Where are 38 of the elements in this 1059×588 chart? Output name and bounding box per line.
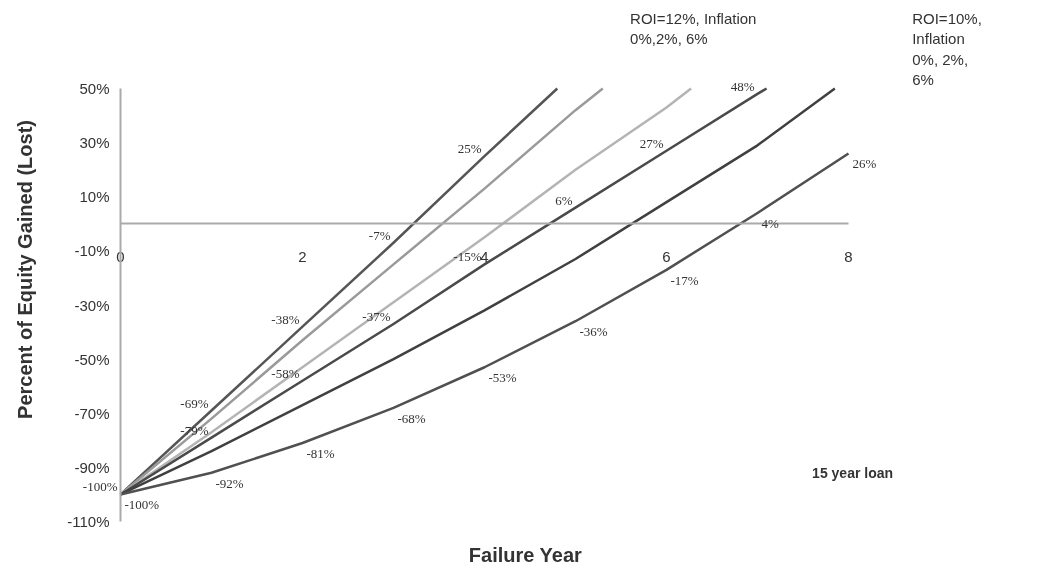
data-label: 48% [730, 78, 755, 94]
x-axis-title: Failure Year [468, 543, 583, 566]
annotation: 15 year loan [812, 464, 894, 481]
y-axis-title: Percent of Equity Gained (Lost) [13, 120, 36, 419]
y-tick-label: 50% [79, 80, 110, 97]
text: ROI=10%, Inflation 0%, 2%, 6% [912, 10, 982, 89]
data-label: -68% [397, 410, 426, 426]
y-tick-label: 10% [79, 188, 110, 206]
y-tick-label: -110% [67, 513, 110, 530]
data-label: -69% [180, 395, 209, 411]
data-label: 27% [639, 135, 664, 151]
data-label: 6% [555, 192, 573, 208]
x-tick-label: 6 [662, 247, 671, 265]
y-tick-label: 30% [79, 134, 110, 152]
data-label: -15% [453, 249, 482, 265]
x-tick-label: 2 [298, 247, 307, 265]
data-label: -7% [368, 227, 391, 243]
data-label: -92% [215, 475, 244, 491]
data-label: -53% [488, 370, 517, 386]
text: ROI=12%, Inflation 0%,2%, 6% [630, 10, 757, 48]
data-label: 4% [761, 215, 779, 231]
x-tick-label: 8 [844, 247, 853, 265]
data-label: -36% [579, 324, 608, 340]
data-label: -100% [82, 479, 118, 495]
y-tick-label: -30% [74, 296, 110, 314]
data-label: -17% [670, 272, 699, 288]
y-tick-label: -90% [74, 458, 110, 476]
data-label: -37% [362, 308, 391, 324]
data-label: -58% [271, 365, 300, 381]
y-tick-label: -70% [74, 404, 110, 422]
data-label: -100% [124, 497, 160, 513]
data-label: 25% [457, 141, 482, 157]
data-label: -38% [271, 311, 300, 327]
data-label: 26% [852, 156, 877, 172]
y-tick-label: -10% [74, 242, 110, 260]
y-tick-label: -50% [74, 350, 110, 368]
x-tick-label: 4 [480, 247, 489, 265]
data-label: -81% [306, 446, 335, 462]
